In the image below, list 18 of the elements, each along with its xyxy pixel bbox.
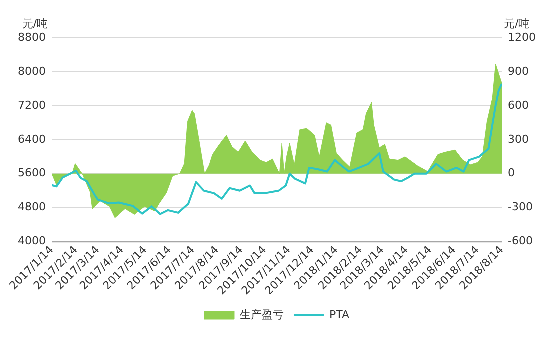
y2-tick-label: -600 (508, 234, 533, 248)
y2-tick-label: -300 (508, 200, 533, 214)
y-tick-label: 5600 (18, 166, 46, 180)
y2-tick-label: 600 (508, 98, 530, 112)
y-tick-label: 6400 (18, 132, 46, 146)
y2-tick-label: 1200 (508, 30, 536, 44)
y2-tick-label: 300 (508, 132, 530, 146)
y-axis-title: 元/吨 (22, 17, 48, 30)
y-tick-label: 8000 (18, 64, 46, 78)
legend-label: PTA (329, 308, 350, 322)
y2-axis-title: 元/吨 (504, 17, 530, 30)
y2-tick-label: 0 (508, 166, 516, 180)
y-tick-label: 4800 (18, 200, 46, 214)
y-tick-label: 8800 (18, 30, 46, 44)
y-tick-label: 7200 (18, 98, 46, 112)
legend-label: 生产盈亏 (240, 308, 284, 322)
y-tick-label: 4000 (18, 234, 46, 248)
y2-tick-label: 900 (508, 64, 530, 78)
